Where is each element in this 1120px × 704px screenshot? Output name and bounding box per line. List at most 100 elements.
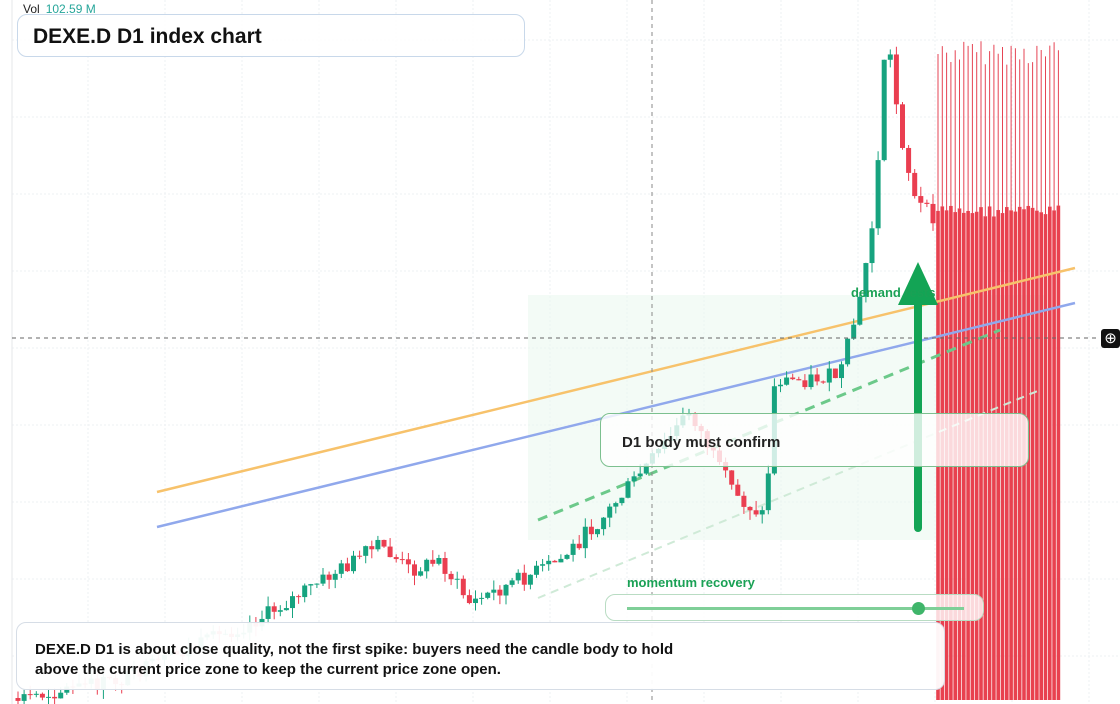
candle-body [418,571,424,576]
candle-body [308,584,314,586]
candle-body [832,368,838,379]
candle-body [399,559,405,561]
candle-body [540,564,546,566]
candle-body [869,228,875,264]
candle-body [491,589,497,593]
candle-body [521,572,527,585]
candle-body [613,503,619,507]
candle-body [558,558,564,563]
candle-body [52,696,58,699]
candle-body [314,583,320,585]
candle-body [802,380,808,388]
candle-body [466,595,472,604]
candle-body [741,495,747,507]
candle-body [412,564,417,576]
candle-body [631,476,637,482]
momentum-slider [605,594,984,621]
candle-body [46,696,51,698]
volume-bar [1030,207,1035,701]
candle-body [619,497,625,504]
candle-body [375,539,381,550]
candle-body [277,610,283,612]
candle-body [790,377,796,380]
callout: D1 body must confirm [622,434,781,451]
candle-body [747,506,753,511]
candle-body [637,473,643,477]
candle-body [735,484,741,496]
candle-body [21,694,27,701]
candle-body [729,470,735,485]
candle-body [601,517,607,530]
candle-body [796,379,802,381]
candle-body [448,573,454,580]
candle-body [357,555,363,557]
note: DEXE.D D1 is about close quality, not th… [35,641,674,678]
candle-body [906,147,912,173]
candle-body [930,203,936,224]
candle-body [265,606,271,619]
candle-body [875,160,881,229]
candle-body [534,565,539,575]
candle-body [485,592,491,598]
candle-body [497,589,503,596]
candle-body [515,572,521,581]
candle-body [454,578,460,580]
candle-body [778,384,783,387]
candle-body [887,54,893,60]
candle-body [58,692,64,699]
vol-label: Vol [23,2,40,16]
crosshair-button[interactable]: ⊕ [1101,329,1120,348]
candle-body [808,374,814,388]
candle-body [851,324,857,339]
volume-bar [1048,206,1052,701]
candle-body [509,580,515,585]
candle-body [363,546,369,556]
candle-body [430,559,436,564]
candle-body [381,539,387,547]
candle-body [479,597,485,599]
volume-bar [1056,205,1061,700]
candle-body [527,574,533,585]
candle-body [881,59,887,161]
candle-body [595,529,600,535]
candle-body [765,473,771,511]
candle-body [283,608,289,611]
vol-value: 102.59 M [45,2,96,16]
candle-body [753,510,759,515]
candle-body [387,546,393,558]
candle-body [924,202,930,204]
candle-body [442,558,448,574]
candle-body [893,54,899,105]
candle-body [845,338,851,365]
candle-body [839,364,844,379]
momentum-label: momentum recovery [627,575,755,590]
volume-bar [1043,214,1048,700]
candle-body [27,694,33,696]
candle-body [564,554,570,559]
candle-body [900,104,905,148]
candle-body [814,374,820,382]
volume-legend: Vol 102.59 M [23,2,96,16]
candle-body [326,574,332,580]
candle-body [15,698,21,701]
candle-body [351,555,356,572]
candle-body [552,560,558,563]
candle-body [820,381,826,383]
arrow-head [898,262,938,305]
candle-body [570,543,576,555]
candle-body [576,543,582,549]
volume-bar [1035,210,1039,701]
candle-body [826,368,832,383]
candle-body [405,559,411,565]
candle-body [332,573,338,580]
candle-body [625,481,631,498]
candle-body [759,510,765,515]
dashed-support [537,328,1001,522]
candle-body [296,596,302,598]
candle-body [393,557,399,560]
candle-body [784,377,790,385]
candle-body [546,560,552,565]
candle-body [369,546,375,550]
candle-body [320,574,326,584]
